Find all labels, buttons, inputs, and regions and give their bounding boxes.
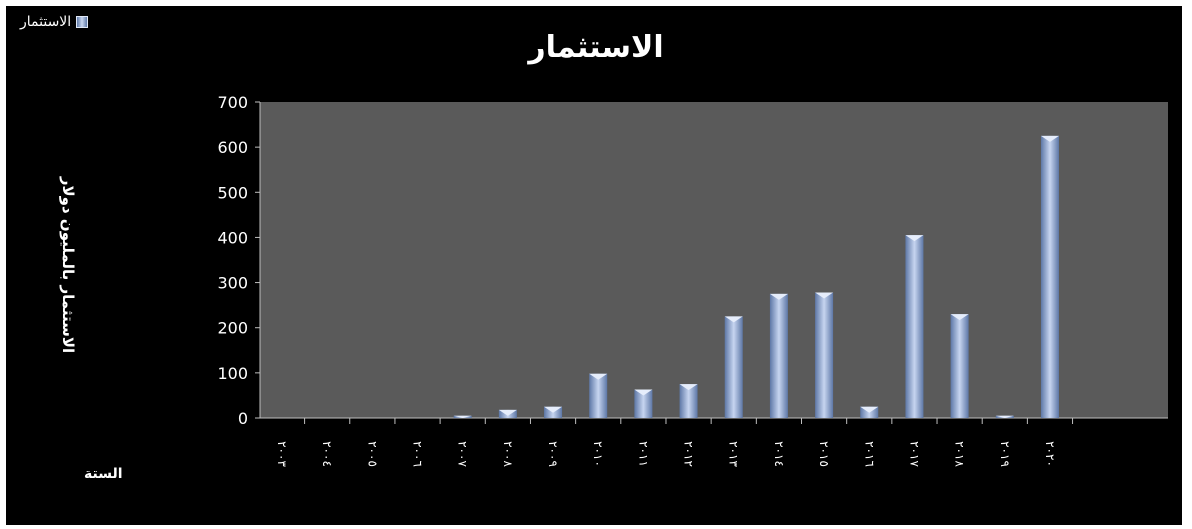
x-tick-label: ٢٠١٣	[727, 441, 741, 467]
x-axis-title: الستة	[84, 466, 123, 482]
legend: الاستثمار	[20, 14, 89, 30]
x-tick-label: ٢٠١٢	[682, 441, 696, 467]
x-tick-label: ٢٠١٩	[998, 441, 1012, 467]
y-tick-label: 0	[238, 409, 248, 428]
x-tick-label: ٢٠١١	[636, 441, 650, 467]
y-tick-label: 400	[217, 228, 248, 247]
bar-cap	[860, 406, 879, 413]
bar-cap	[1040, 135, 1059, 142]
x-tick-label: ٢٠٢٠	[1043, 441, 1057, 467]
y-tick-label: 100	[217, 364, 248, 383]
bar-cap	[950, 314, 969, 321]
y-tick-label: 600	[217, 138, 248, 157]
x-tick-label: ٢٠٠٨	[501, 441, 515, 467]
bar-cap	[815, 292, 834, 299]
bar	[769, 293, 788, 418]
bar-cap	[544, 406, 563, 413]
x-tick-label: ٢٠١٨	[953, 441, 967, 467]
x-tick-label: ٢٠٠٩	[546, 441, 560, 467]
bar-cap	[679, 384, 698, 391]
plot-area	[260, 102, 1168, 418]
bar	[679, 384, 698, 418]
bar-cap	[453, 415, 472, 418]
bar	[905, 235, 924, 418]
x-tick-label: ٢٠١٦	[862, 441, 876, 467]
y-tick-label: 500	[217, 183, 248, 202]
bar	[815, 292, 834, 418]
x-tick-label: ٢٠١٤	[772, 441, 786, 467]
bar-cap	[769, 293, 788, 300]
bar	[950, 314, 969, 418]
bar	[724, 316, 743, 418]
bar-cap	[995, 415, 1014, 418]
y-tick-label: 300	[217, 274, 248, 293]
bar-cap	[634, 389, 653, 396]
bar-cap	[724, 316, 743, 323]
y-tick-label: 200	[217, 319, 248, 338]
x-tick-label: ٢٠٠٦	[411, 441, 425, 467]
bar-cap	[589, 373, 608, 380]
x-tick-label: ٢٠١٥	[817, 441, 831, 467]
legend-label: الاستثمار	[20, 14, 72, 30]
x-tick-label: ٢٠١٠	[591, 441, 605, 467]
x-tick-label: ٢٠٠٣	[275, 441, 289, 467]
x-tick-label: ٢٠٠٧	[456, 441, 470, 467]
x-tick-label: ٢٠٠٤	[320, 441, 334, 467]
bar	[589, 373, 608, 418]
bar-cap	[905, 235, 924, 242]
legend-swatch-icon	[76, 16, 89, 28]
x-tick-label: ٢٠١٧	[907, 441, 921, 467]
y-tick-label: 700	[217, 93, 248, 112]
bar	[634, 389, 653, 418]
bar-cap	[498, 409, 517, 416]
x-tick-label: ٢٠٠٥	[365, 441, 379, 467]
bar	[1040, 135, 1059, 418]
chart-title: الاستثمار	[528, 30, 664, 65]
